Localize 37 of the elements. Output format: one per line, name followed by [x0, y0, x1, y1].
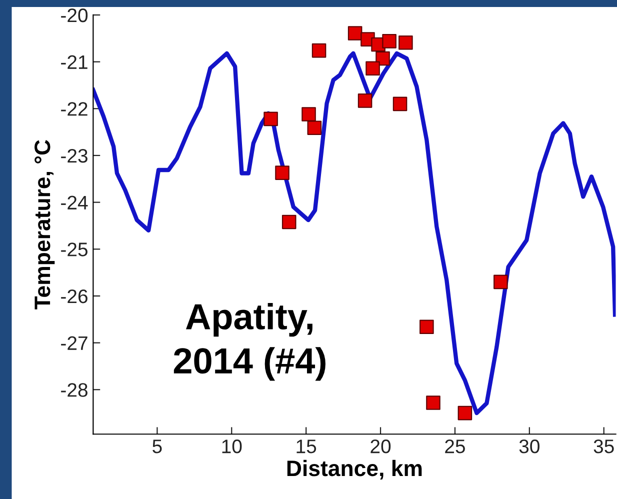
point	[458, 406, 472, 420]
point	[282, 214, 296, 230]
x-tick-label: 20	[370, 440, 391, 454]
x-tick-label: 30	[519, 440, 540, 454]
y-axis-title: Temperature, °C	[34, 140, 55, 310]
x-tick-label: 25	[445, 440, 465, 454]
point	[494, 274, 508, 290]
point	[366, 61, 380, 76]
y-tick-label: -27	[61, 336, 88, 350]
y-tick-label: -26	[61, 289, 88, 304]
point	[302, 107, 316, 122]
x-tick-label: 10	[222, 440, 242, 454]
point	[392, 96, 408, 112]
point	[348, 26, 362, 40]
y-tick-label: -21	[61, 55, 88, 69]
x-tick-label: 5	[152, 440, 162, 454]
point	[376, 51, 390, 66]
x-tick-label: 15	[296, 440, 316, 454]
line-series	[93, 51, 616, 416]
point	[358, 94, 372, 108]
y-tick-label: -22	[61, 102, 88, 116]
point	[382, 34, 396, 48]
y-tick-label: -25	[61, 242, 88, 256]
point	[426, 396, 440, 410]
point	[312, 43, 326, 58]
point	[307, 120, 322, 135]
y-tick-label: -23	[61, 148, 88, 163]
annotation: Apatity, 2014 (#4)	[174, 303, 326, 381]
y-tick-label: -20	[61, 8, 88, 22]
point	[420, 320, 434, 334]
point	[264, 112, 278, 126]
y-tick-label: -24	[61, 196, 88, 210]
point	[398, 35, 413, 50]
point	[275, 166, 290, 180]
x-tick-label: 35	[594, 440, 614, 454]
x-axis-title: Distance, km	[287, 460, 422, 480]
y-tick-label: -28	[61, 383, 88, 397]
